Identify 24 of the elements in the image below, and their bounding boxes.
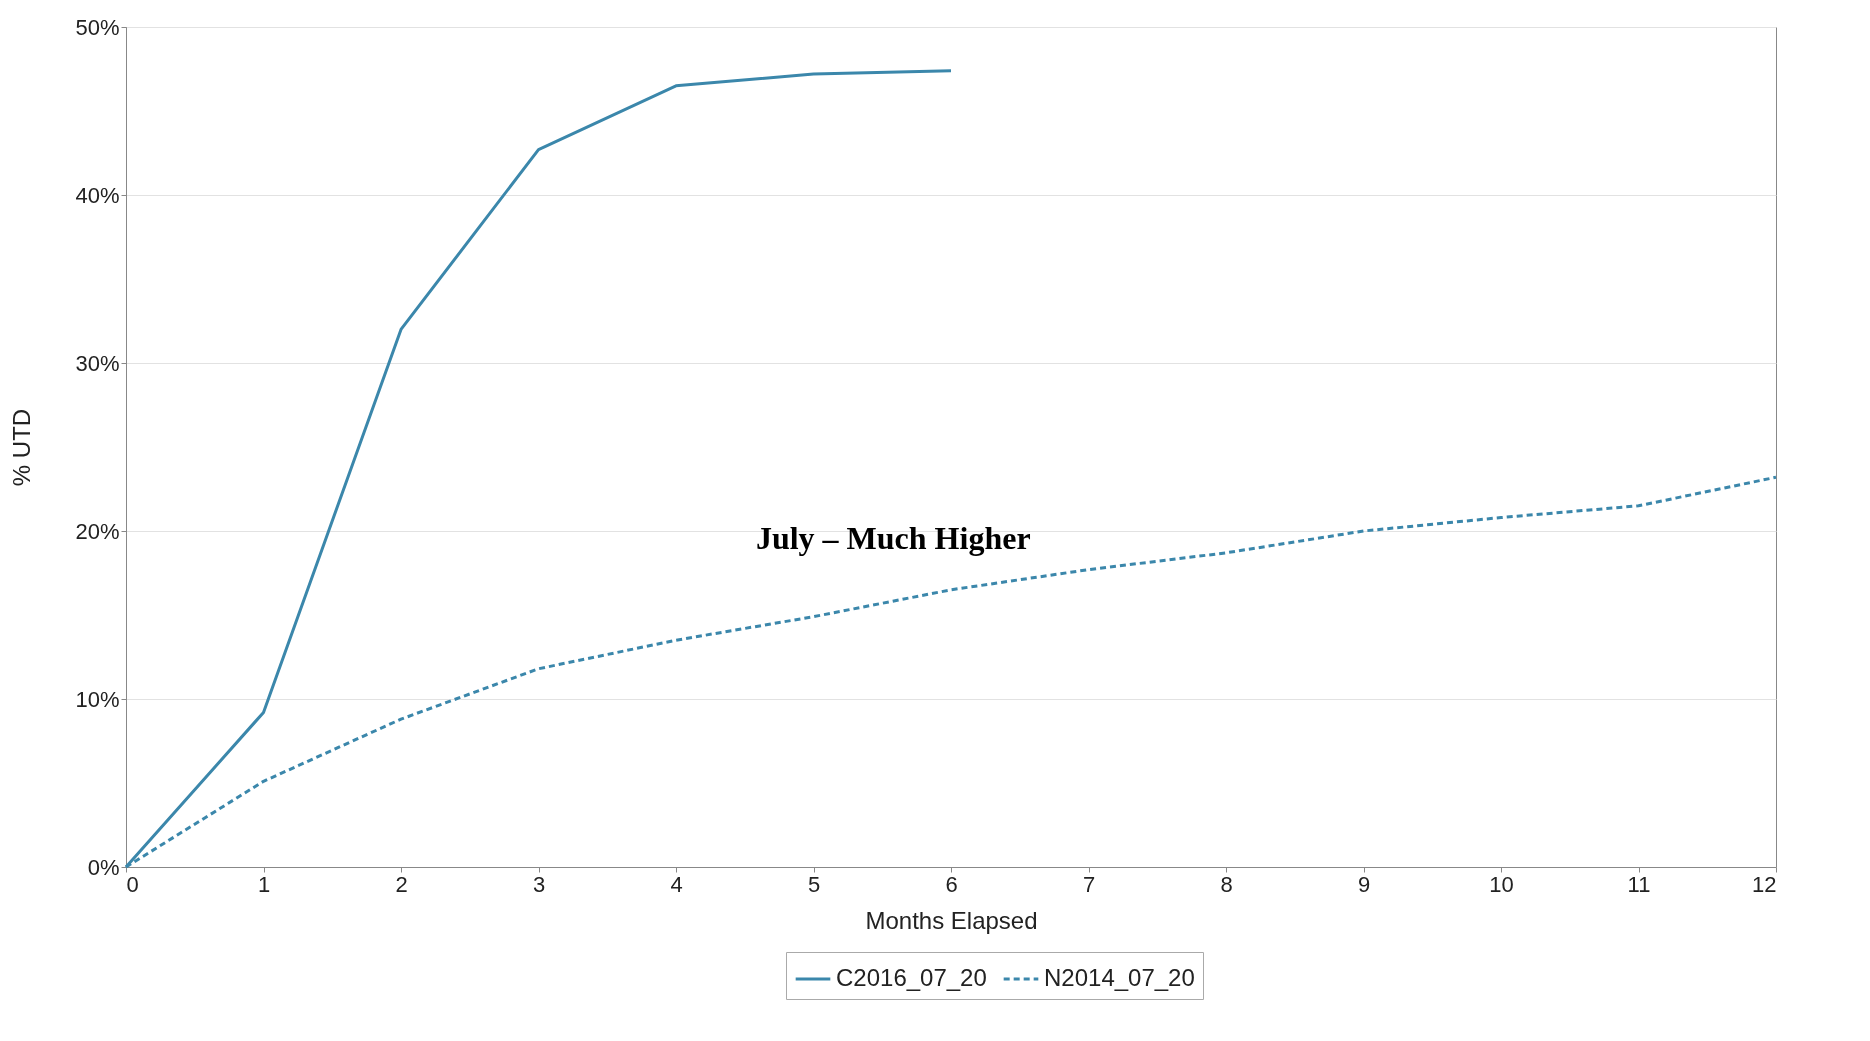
annotation: July – Much Higher bbox=[755, 520, 1031, 557]
x-tick-label: 6 bbox=[945, 871, 958, 897]
y-tick-label: 0% bbox=[87, 854, 120, 880]
y-tick-label: 20% bbox=[75, 518, 120, 544]
x-tick-label: 10 bbox=[1489, 871, 1514, 897]
x-tick-label: 12 bbox=[1752, 871, 1777, 897]
x-tick-label: 5 bbox=[807, 871, 821, 897]
x-tick-label: 0 bbox=[126, 871, 139, 897]
x-tick-label: 11 bbox=[1627, 871, 1651, 897]
y-tick-label: 10% bbox=[75, 686, 120, 712]
x-tick-label: 4 bbox=[670, 871, 683, 897]
y-tick-label: 50% bbox=[75, 14, 120, 40]
y-axis-title: % UTD bbox=[8, 408, 36, 487]
x-axis-title: Months Elapsed bbox=[865, 906, 1038, 934]
legend-label: N2014_07_20 bbox=[1044, 964, 1195, 991]
x-tick-label: 7 bbox=[1082, 871, 1096, 897]
legend-label: C2016_07_20 bbox=[836, 964, 987, 991]
y-tick-label: 40% bbox=[75, 182, 120, 208]
y-tick-label: 30% bbox=[75, 350, 120, 376]
x-tick-label: 1 bbox=[257, 871, 271, 897]
x-tick-label: 8 bbox=[1220, 871, 1233, 897]
x-tick-label: 9 bbox=[1357, 871, 1371, 897]
x-tick-label: 3 bbox=[532, 871, 546, 897]
x-tick-label: 2 bbox=[395, 871, 408, 897]
